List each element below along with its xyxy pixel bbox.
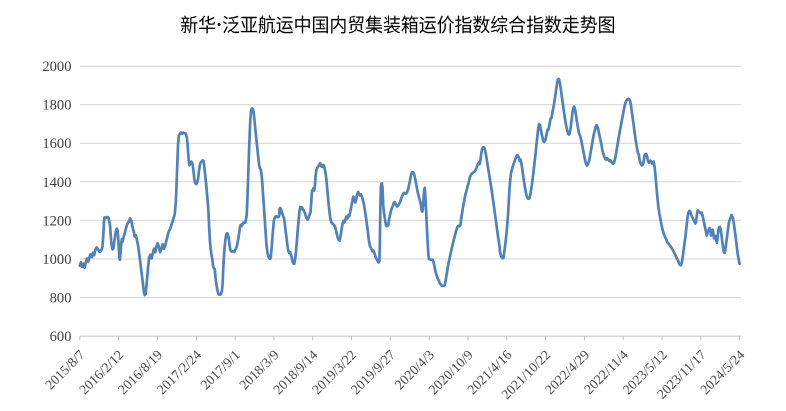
- svg-text:1800: 1800: [42, 98, 71, 114]
- svg-text:1400: 1400: [42, 175, 71, 191]
- svg-text:2017/9/1: 2017/9/1: [198, 347, 243, 392]
- svg-text:2000: 2000: [42, 59, 71, 75]
- svg-text:800: 800: [50, 290, 72, 306]
- svg-text:1000: 1000: [42, 252, 71, 268]
- svg-text:1600: 1600: [42, 136, 71, 152]
- svg-text:600: 600: [50, 329, 72, 345]
- svg-text:1200: 1200: [42, 213, 71, 229]
